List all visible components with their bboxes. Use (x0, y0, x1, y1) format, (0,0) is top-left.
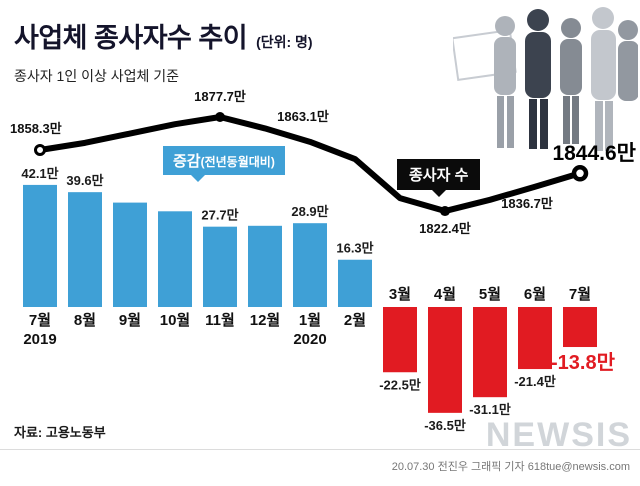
bar-positive (203, 226, 237, 307)
unit-label: (단위: 명) (256, 34, 313, 50)
newsis-watermark: NEWSIS (485, 416, 632, 454)
month-label: 5월 (479, 286, 501, 303)
page-title: 사업체 종사자수 추이 (단위: 명) (14, 16, 313, 55)
bar-value-label: -31.1만 (469, 402, 511, 417)
person-silhouette (560, 18, 582, 144)
person-silhouette (591, 7, 616, 151)
year-label: 2020 (293, 331, 326, 348)
bar-positive (293, 223, 327, 307)
month-label: 4월 (434, 286, 456, 303)
workers-callout-label: 종사자 수 (409, 167, 469, 184)
employment-line (37, 114, 583, 215)
line-value-label: 1877.7만 (194, 89, 246, 104)
subtitle: 종사자 1인 이상 사업체 기준 (14, 68, 180, 84)
bar-positive (23, 184, 57, 307)
month-label: 1월 (299, 312, 321, 329)
change-callout: 증감 (전년동월대비) (163, 146, 285, 182)
month-label: 12월 (250, 312, 281, 329)
bar-negative (383, 307, 417, 373)
line-value-label-highlight: 1844.6만 (552, 142, 636, 165)
bar-positive (113, 202, 147, 307)
line-value-label: 1858.3만 (10, 121, 62, 136)
bar-positive (158, 211, 192, 307)
bar-value-label: 28.9만 (291, 204, 328, 219)
bar-negative (473, 307, 507, 398)
month-label: 2월 (344, 312, 366, 329)
credit-line: 20.07.30 전진우 그래픽 기자 618tue@newsis.com (391, 461, 630, 473)
line-dot (215, 112, 225, 123)
bar-value-label: 42.1만 (21, 166, 58, 181)
change-callout-sublabel: (전년동월대비) (200, 155, 275, 169)
bar-negative (428, 307, 462, 413)
year-label: 2019 (23, 331, 56, 348)
people-illustration (453, 7, 638, 151)
month-label: 10월 (160, 312, 191, 329)
month-label: 7월 (29, 312, 51, 329)
bar-positive (248, 225, 282, 307)
bar-value-label: 39.6만 (66, 173, 103, 188)
month-label: 11월 (205, 312, 235, 329)
bar-value-label-highlight: -13.8만 (551, 351, 616, 374)
month-label: 6월 (524, 286, 546, 303)
bar-value-label: -22.5만 (379, 377, 421, 392)
bar-positive (68, 192, 102, 307)
bar-positive (338, 259, 372, 307)
bar-value-label: -21.4만 (514, 374, 556, 389)
month-label: 3월 (389, 286, 411, 303)
line-value-label: 1822.4만 (419, 221, 471, 236)
source-label: 자료: 고용노동부 (14, 425, 106, 440)
divider (0, 449, 640, 450)
month-label: 7월 (569, 286, 591, 303)
line-dot-end (571, 165, 589, 182)
line-dot-open (34, 144, 46, 156)
bar-value-label: 27.7만 (201, 208, 238, 223)
line-dot (440, 206, 450, 217)
person-silhouette (494, 16, 516, 148)
bar-negative (563, 307, 597, 348)
change-callout-label: 증감 (173, 153, 201, 170)
month-label: 9월 (119, 312, 141, 329)
workers-callout: 종사자 수 (397, 159, 481, 197)
person-silhouette (525, 9, 551, 149)
bar-value-label: 16.3만 (336, 241, 373, 256)
person-silhouette (618, 20, 638, 101)
title-text: 사업체 종사자수 추이 (14, 23, 248, 53)
bar-negative (518, 307, 552, 370)
month-label: 8월 (74, 312, 96, 329)
line-value-label: 1836.7만 (501, 196, 553, 211)
bar-value-label: -36.5만 (424, 418, 466, 433)
line-value-label: 1863.1만 (277, 109, 329, 124)
header: 사업체 종사자수 추이 (단위: 명) 종사자 1인 이상 사업체 기준 (14, 16, 313, 86)
